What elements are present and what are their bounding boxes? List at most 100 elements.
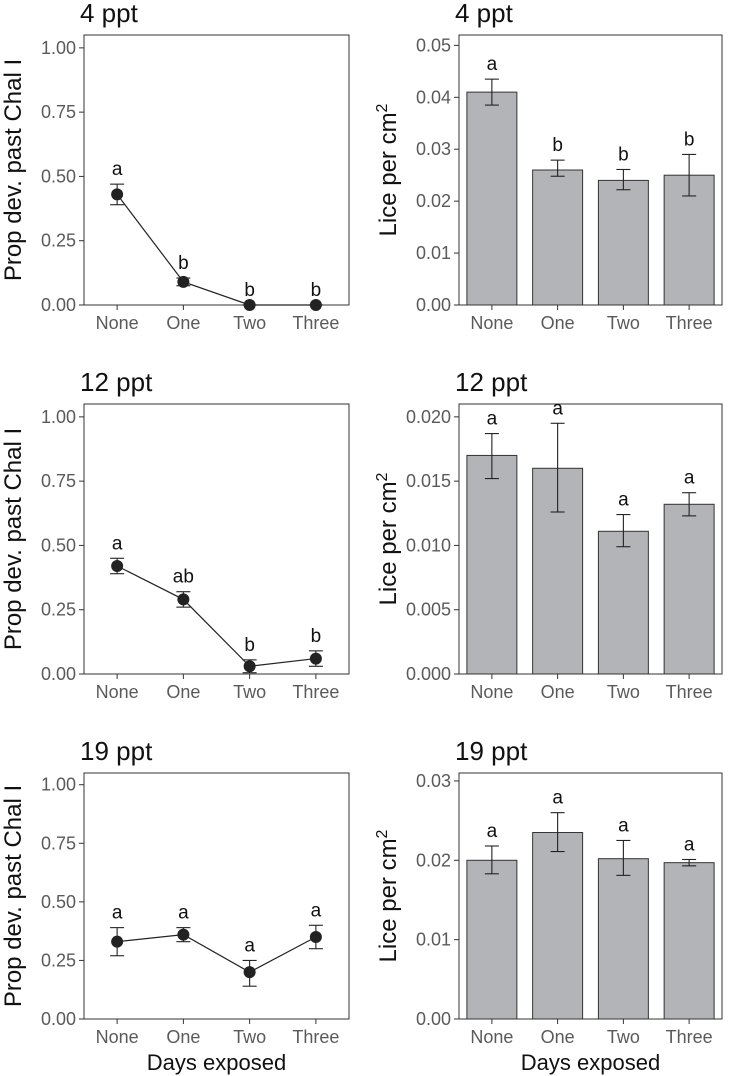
x-tick-label: Two	[607, 1027, 640, 1047]
error-bar	[484, 78, 499, 106]
significance-letter: a	[311, 900, 322, 921]
x-tick-label: Three	[666, 682, 713, 702]
series-line	[117, 934, 317, 973]
y-axis-label-text: Prop dev. past Chal I	[0, 785, 27, 1007]
series-line	[116, 194, 316, 306]
y-tick-label: 0.01	[416, 243, 451, 263]
point-one	[177, 928, 190, 941]
y-tick-label: 0.01	[416, 930, 451, 950]
significance-letter: b	[618, 144, 629, 165]
x-tick-label: Three	[292, 1027, 339, 1047]
x-tick-label: Three	[292, 682, 339, 702]
error-bar	[550, 812, 565, 853]
x-tick-label: Three	[292, 313, 339, 333]
y-tick-label: 0.50	[41, 166, 76, 186]
x-tick-label: One	[541, 1027, 575, 1047]
significance-letter: a	[112, 159, 123, 180]
plot-frame	[83, 403, 350, 675]
significance-letter: a	[112, 903, 123, 924]
bar-three	[663, 503, 715, 675]
significance-letter: a	[552, 788, 563, 809]
x-axis-title: Days exposed	[521, 1050, 660, 1075]
y-tick-label: 0.25	[41, 950, 76, 970]
y-axis-label: Prop dev. past Chal I	[0, 59, 27, 281]
series-line	[116, 565, 316, 667]
x-tick-label: One	[166, 682, 200, 702]
x-tick-label: Two	[233, 1027, 266, 1047]
bar-three	[663, 862, 715, 1020]
panel-1: 4 ppt 0.00 0.25 0.50 0.75 1.00 None One Two Three…	[0, 0, 350, 333]
x-tick-label: None	[96, 313, 139, 333]
error-bar	[616, 168, 631, 191]
y-tick-label: 0.00	[41, 295, 76, 315]
x-tick-label: Two	[607, 313, 640, 333]
y-tick-label: 0.010	[406, 535, 451, 555]
panel-3: 12 ppt 0.00 0.25 0.50 0.75 1.00 None One Two Thre…	[0, 367, 350, 702]
x-tick-label: Two	[233, 682, 266, 702]
y-tick-label: 0.02	[416, 191, 451, 211]
y-tick-label: 0.50	[41, 892, 76, 912]
y-axis-label-text: Prop dev. past Chal I	[0, 59, 27, 281]
y-axis-label-superscript: 2	[374, 829, 391, 838]
x-tick-label: One	[541, 313, 575, 333]
y-tick-label: 0.005	[406, 600, 451, 620]
y-tick-label: 0.03	[416, 139, 451, 159]
error-bar	[550, 159, 565, 177]
point-three	[309, 652, 322, 665]
significance-letter: a	[112, 533, 123, 554]
y-axis-label-text: Lice per cm	[375, 838, 402, 962]
y-axis-label: Prop dev. past Chal I	[0, 428, 27, 650]
point-three	[309, 931, 322, 943]
panel-5: 19 ppt 0.00 0.25 0.50 0.75 1.00 None One Two Thre…	[0, 736, 350, 1075]
panel-title: 4 ppt	[455, 0, 514, 28]
error-bar	[550, 422, 565, 513]
error-bar	[682, 858, 697, 867]
point-one	[177, 275, 190, 288]
panel-6: 19 ppt 0.00 0.01 0.02 0.03 None One Two Three Lic…	[374, 736, 723, 1075]
panel-4: 12 ppt 0.000 0.005 0.010 0.015 0.020 None One Tw…	[374, 367, 723, 702]
significance-letter: ab	[173, 567, 194, 588]
x-tick-label: Three	[666, 1027, 713, 1047]
y-tick-label: 0.000	[406, 664, 451, 684]
y-tick-label: 0.00	[416, 295, 451, 315]
error-bar	[616, 514, 631, 548]
significance-letter: b	[552, 135, 563, 156]
y-axis-label-text: Lice per cm	[375, 112, 402, 236]
significance-letter: a	[552, 398, 563, 419]
y-tick-label: 0.25	[41, 600, 76, 620]
bar-two	[597, 530, 649, 675]
bar-one	[532, 169, 584, 306]
point-two	[243, 299, 256, 311]
significance-letter: b	[244, 280, 255, 301]
x-tick-label: None	[96, 682, 139, 702]
y-axis-label-superscript: 2	[374, 103, 391, 112]
x-tick-label: None	[470, 1027, 513, 1047]
significance-letter: a	[487, 821, 498, 842]
y-tick-label: 0.00	[416, 1009, 451, 1029]
point-three	[309, 299, 322, 311]
significance-letter: b	[244, 635, 255, 656]
y-axis-label-superscript: 2	[374, 472, 391, 481]
significance-letter: b	[684, 129, 695, 150]
x-axis-title: Days exposed	[147, 1050, 286, 1075]
error-bar	[682, 153, 697, 197]
y-tick-label: 0.020	[406, 407, 451, 427]
significance-letter: a	[618, 490, 629, 511]
y-tick-label: 0.015	[406, 471, 451, 491]
y-tick-label: 1.00	[41, 407, 76, 427]
panel-title: 4 ppt	[80, 0, 139, 28]
bar-none	[466, 859, 518, 1020]
y-tick-label: 0.00	[41, 664, 76, 684]
y-tick-label: 0.75	[41, 102, 76, 122]
bar-two	[597, 858, 649, 1020]
y-axis-label-text: Prop dev. past Chal I	[0, 428, 27, 650]
significance-letter: a	[487, 54, 498, 75]
y-tick-label: 0.04	[416, 87, 451, 107]
y-axis-label: Prop dev. past Chal I	[0, 785, 27, 1007]
y-axis-label-text: Lice per cm	[375, 481, 402, 605]
y-tick-label: 1.00	[41, 38, 76, 58]
error-bar	[484, 845, 499, 875]
x-tick-label: Two	[233, 313, 266, 333]
panel-title: 12 ppt	[455, 367, 528, 397]
